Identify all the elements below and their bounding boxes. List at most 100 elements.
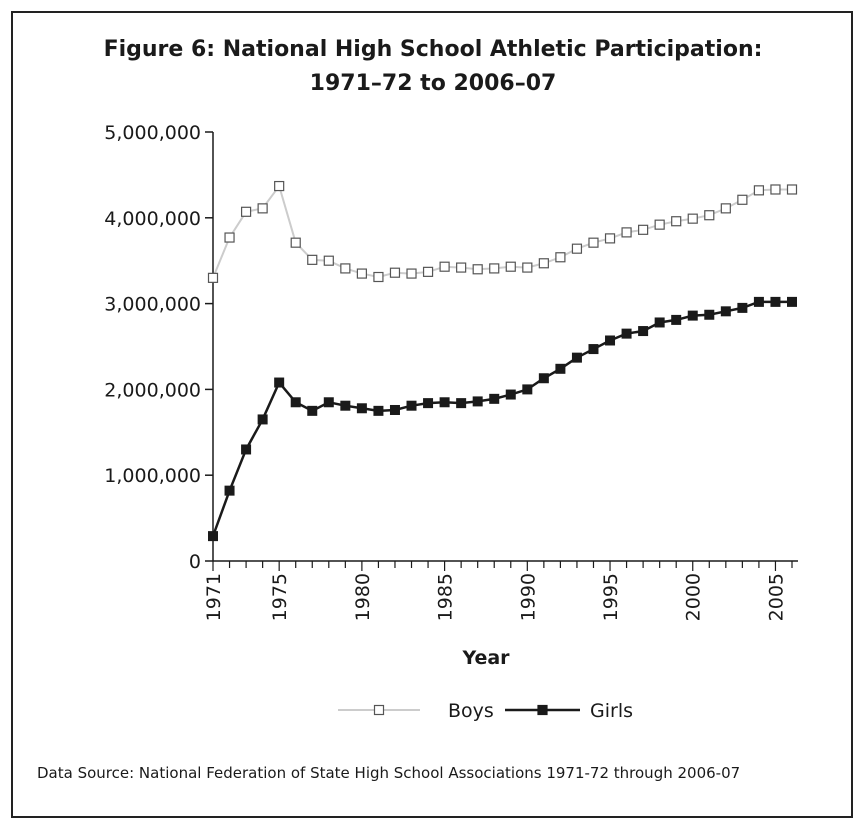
data-point-boys [588,237,599,248]
data-point-boys [307,254,318,265]
data-point-boys [224,232,235,243]
data-point-girls [555,363,566,374]
data-point-boys [704,210,715,221]
data-point-girls [605,335,616,346]
y-axis-ticks: 0 1,000,000 2,000,000 3,000,000 4,000,000 5,0… [104,122,213,573]
series-line-boys [212,183,792,279]
data-point-girls [439,397,450,408]
data-point-girls [406,400,417,411]
data-point-boys [770,184,781,195]
data-point-girls [770,296,781,307]
data-source-note: Data Source: National Federation of Stat… [37,764,741,782]
data-point-boys [604,233,616,244]
x-axis-title: Year [461,647,510,669]
data-point-girls [389,404,400,415]
x-tick-label: 2000 [683,573,705,621]
data-point-girls [787,296,797,307]
data-point-boys [472,264,483,275]
series-line-girls [211,300,792,537]
data-point-girls [753,296,764,307]
data-point-girls [208,531,218,542]
data-point-girls [290,397,301,408]
x-tick-label: 1980 [352,573,374,621]
legend-swatch-marker [373,704,385,716]
data-point-boys [207,272,219,283]
legend: Boys Girls [338,700,633,722]
chart-title-line1: Figure 6: National High School Athletic … [103,37,763,62]
data-point-boys [422,266,434,277]
data-point-girls [257,414,268,425]
y-tick-label: 4,000,000 [104,208,201,230]
data-point-boys [654,219,665,230]
data-point-girls [654,317,665,328]
data-point-boys [638,224,649,235]
data-point-boys [571,243,583,254]
legend-swatch-marker [537,704,548,716]
data-point-girls [307,405,318,416]
data-point-girls [241,444,252,455]
data-point-boys [240,206,252,217]
data-point-boys [538,258,549,269]
y-tick-label: 3,000,000 [104,294,201,316]
data-point-girls [687,310,698,321]
data-point-boys [720,203,731,214]
data-point-boys [389,267,401,278]
x-tick-label: 1985 [435,573,457,621]
data-point-girls [720,306,731,317]
x-axis-ticks: 1971 1975 1980 1985 1990 1995 2000 2005 [203,561,793,621]
data-point-girls [274,377,285,388]
data-point-boys [373,271,384,283]
data-point-boys [439,261,450,272]
x-tick-label: 1990 [517,573,539,621]
data-point-boys [621,227,632,238]
data-point-girls [588,344,599,355]
chart-frame [11,11,853,818]
legend-label: Girls [590,700,633,722]
axes [212,132,798,562]
data-point-boys [737,194,748,205]
data-point-boys [753,185,765,196]
x-tick-label: 1975 [269,573,291,621]
data-point-boys [323,255,334,266]
data-point-girls [472,396,483,407]
legend-item-boys: Boys [338,700,494,722]
data-point-boys [274,180,285,192]
data-point-boys [786,184,798,195]
data-point-girls [704,309,715,320]
data-point-boys [257,203,268,214]
series-girls [208,296,797,542]
data-point-girls [621,328,632,339]
data-point-girls [505,389,516,400]
data-point-boys [290,237,301,248]
y-tick-label: 0 [189,551,201,573]
data-point-girls [456,398,467,409]
data-point-girls [224,485,235,496]
y-tick-label: 5,000,000 [104,122,201,144]
data-point-girls [489,393,500,404]
legend-item-girls: Girls [505,700,633,722]
data-point-girls [323,397,334,408]
data-point-girls [538,373,549,384]
data-point-girls [671,314,682,325]
data-point-boys [406,268,417,279]
x-tick-label: 1971 [203,573,225,621]
chart-title-line2: 1971–72 to 2006–07 [309,71,557,96]
series-boys [207,180,798,283]
x-tick-label: 1995 [600,573,622,621]
data-point-boys [505,261,516,272]
data-point-girls [522,384,533,395]
data-point-girls [423,398,434,409]
data-point-girls [373,405,384,416]
data-point-boys [489,263,500,274]
data-point-boys [456,262,467,273]
data-point-boys [340,263,351,274]
data-point-girls [356,403,367,414]
data-point-girls [340,400,351,411]
y-tick-label: 2,000,000 [104,379,201,401]
data-point-girls [571,352,582,363]
data-point-boys [687,213,698,224]
data-point-girls [638,326,649,337]
data-point-boys [356,268,367,279]
legend-label: Boys [448,700,494,722]
